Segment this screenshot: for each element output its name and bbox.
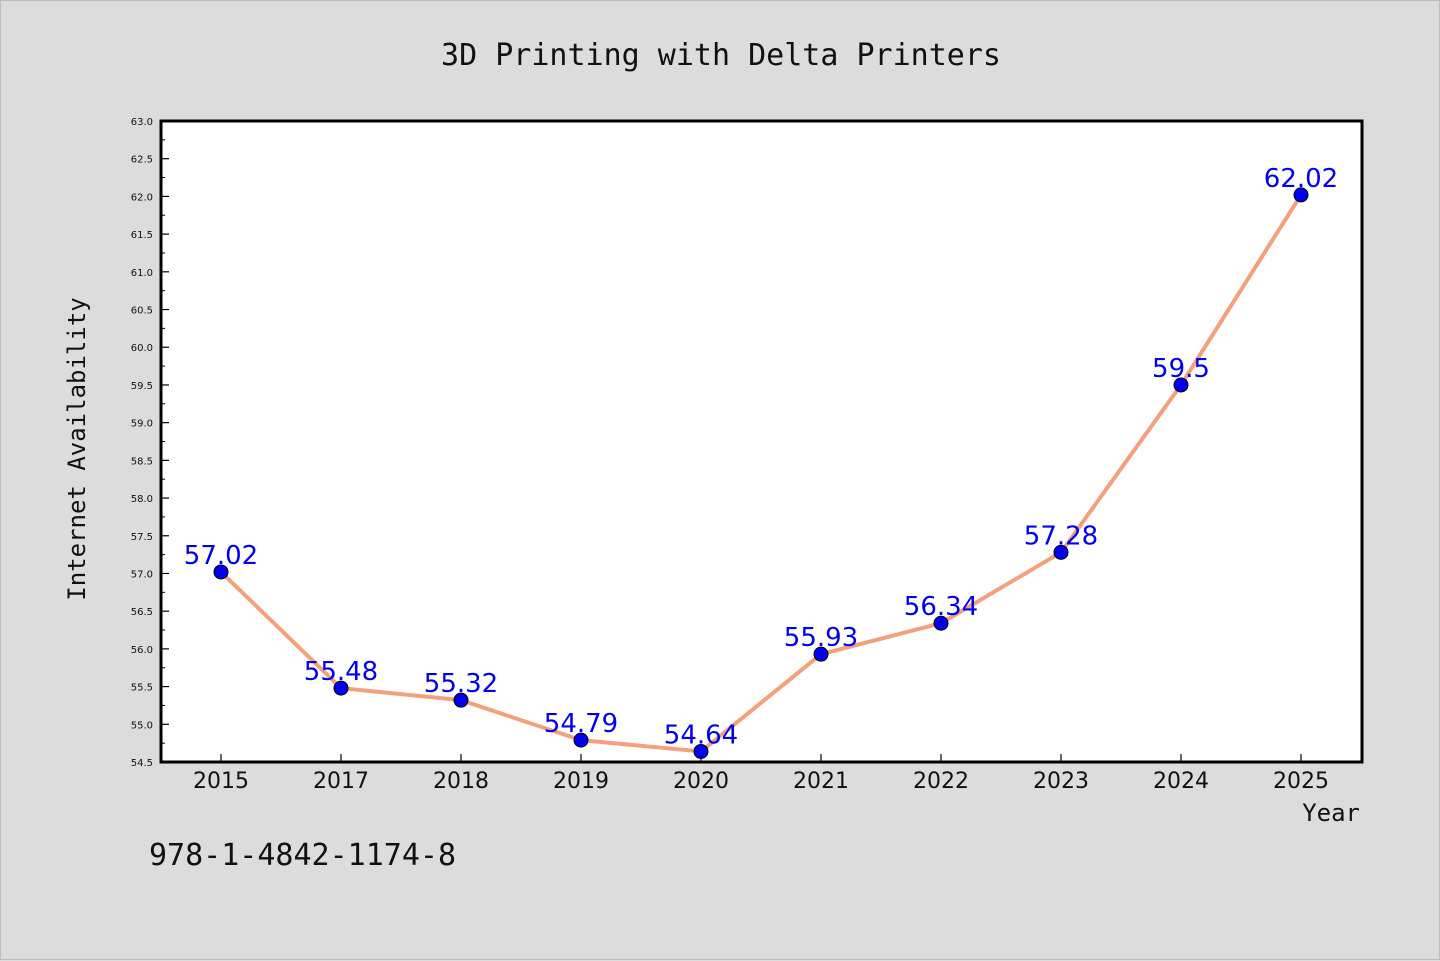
y-tick-label: 61.5 bbox=[131, 230, 153, 241]
y-tick-label: 59.0 bbox=[131, 419, 153, 430]
data-label: 62.02 bbox=[1264, 164, 1338, 194]
y-tick-label: 59.5 bbox=[131, 381, 153, 392]
x-axis: 2015 2017 2018 2019 2020 2021 2022 2023 2024 2025 bbox=[193, 754, 1329, 794]
y-tick-label: 55.0 bbox=[131, 720, 153, 731]
y-axis: 54.5 55.0 55.5 56.0 56.5 57.0 57.5 58.0 58.5 59.0… bbox=[131, 117, 169, 769]
data-point-marker bbox=[213, 564, 229, 580]
y-tick-label: 57.5 bbox=[131, 532, 153, 543]
series-line bbox=[219, 192, 1303, 754]
isbn-text: 978-1-4842-1174-8 bbox=[149, 838, 456, 873]
data-label: 57.28 bbox=[1024, 521, 1098, 551]
y-tick-label: 56.0 bbox=[131, 645, 153, 656]
data-point-marker bbox=[1053, 544, 1069, 560]
y-tick-label: 60.5 bbox=[131, 306, 153, 317]
data-label: 54.64 bbox=[664, 720, 738, 750]
data-point-marker bbox=[1173, 377, 1189, 393]
data-label: 56.34 bbox=[904, 592, 978, 622]
y-tick-label: 60.0 bbox=[131, 343, 153, 354]
data-point-marker bbox=[693, 743, 709, 759]
y-tick-label: 61.0 bbox=[131, 268, 153, 279]
data-point-marker bbox=[573, 732, 589, 748]
x-tick-label: 2017 bbox=[313, 769, 369, 794]
x-tick-label: 2023 bbox=[1033, 769, 1089, 794]
data-point-marker bbox=[333, 680, 349, 696]
plot-area bbox=[159, 119, 1364, 764]
data-point-marker bbox=[933, 615, 949, 631]
x-tick-label: 2018 bbox=[433, 769, 489, 794]
y-tick-label: 55.5 bbox=[131, 683, 153, 694]
data-point-marker bbox=[453, 692, 469, 708]
data-label: 55.32 bbox=[424, 669, 498, 699]
data-point-marker bbox=[1293, 187, 1309, 203]
x-tick-label: 2021 bbox=[793, 769, 849, 794]
y-tick-label: 58.0 bbox=[131, 494, 153, 505]
y-tick-label: 63.0 bbox=[131, 117, 153, 128]
data-label: 59.5 bbox=[1152, 354, 1210, 384]
x-tick-label: 2015 bbox=[193, 769, 249, 794]
y-tick-label: 58.5 bbox=[131, 456, 153, 467]
data-label-layer: 57.02 55.48 55.32 54.79 54.64 55.93 56.34 57.28… bbox=[184, 164, 1338, 751]
data-label: 55.93 bbox=[784, 623, 858, 653]
chart-title: 3D Printing with Delta Printers bbox=[441, 38, 1001, 73]
x-tick-label: 2020 bbox=[673, 769, 729, 794]
y-tick-label: 57.0 bbox=[131, 569, 153, 580]
y-tick-label: 62.0 bbox=[131, 192, 153, 203]
data-point-marker bbox=[813, 646, 829, 662]
x-axis-title: Year bbox=[1302, 799, 1360, 827]
x-tick-label: 2019 bbox=[553, 769, 609, 794]
x-tick-label: 2022 bbox=[913, 769, 969, 794]
data-label: 55.48 bbox=[304, 657, 378, 687]
y-tick-label: 62.5 bbox=[131, 155, 153, 166]
marker-layer bbox=[213, 187, 1309, 759]
x-tick-label: 2025 bbox=[1273, 769, 1329, 794]
data-label: 54.79 bbox=[544, 709, 618, 739]
y-tick-label: 56.5 bbox=[131, 607, 153, 618]
series-line-layer bbox=[219, 192, 1303, 754]
y-axis-title: Internet Availability bbox=[63, 297, 91, 600]
data-label: 57.02 bbox=[184, 541, 258, 571]
x-tick-label: 2024 bbox=[1153, 769, 1209, 794]
y-tick-label: 54.5 bbox=[131, 758, 153, 769]
